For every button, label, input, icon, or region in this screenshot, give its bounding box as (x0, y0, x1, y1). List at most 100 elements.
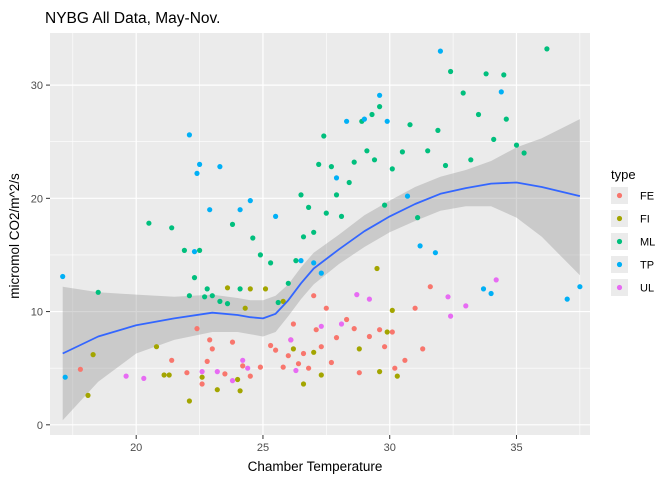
point-ml (351, 159, 357, 165)
point-fe (290, 321, 296, 327)
x-tick-label: 20 (130, 442, 142, 454)
point-ul (354, 292, 360, 298)
point-fe (311, 293, 317, 299)
point-ml (364, 148, 370, 154)
legend-key-fi (611, 210, 628, 227)
point-ul (214, 369, 220, 375)
point-fe (207, 337, 213, 343)
point-ml (448, 68, 454, 75)
legend-label-tp: TP (640, 260, 654, 272)
point-ul (293, 367, 299, 374)
point-ul (445, 294, 451, 300)
point-tp (564, 296, 570, 302)
point-tp (333, 175, 340, 181)
point-fe (306, 365, 312, 371)
point-ul (199, 369, 205, 375)
y-tick-label: 0 (37, 420, 43, 432)
legend-title: type (611, 167, 636, 182)
y-tick-label: 20 (31, 193, 43, 205)
point-fi (85, 392, 91, 398)
y-tick-label: 10 (31, 307, 43, 319)
point-fe (351, 326, 357, 332)
point-ul (338, 321, 345, 327)
point-ml (377, 104, 383, 110)
point-ml (501, 72, 507, 78)
point-fe (77, 366, 83, 372)
point-tp (577, 284, 583, 290)
point-fi (384, 329, 390, 335)
point-ml (197, 247, 203, 253)
x-axis-ticks: 20 25 30 35 (130, 435, 523, 454)
point-ul (318, 323, 324, 329)
point-ml (369, 111, 375, 118)
point-fi (290, 346, 296, 352)
point-fe (344, 316, 350, 323)
chart-title: NYBG All Data, May-Nov. (45, 10, 220, 27)
point-tp (207, 207, 213, 213)
point-fi (224, 285, 231, 291)
point-fi (356, 346, 362, 352)
point-ml (257, 252, 263, 258)
point-ml (415, 215, 421, 221)
point-fe (247, 373, 253, 379)
point-tp (298, 258, 304, 264)
point-ml (407, 122, 413, 128)
point-tp (344, 118, 350, 124)
point-fi (262, 286, 269, 292)
point-fe (323, 305, 329, 311)
point-ml (268, 260, 274, 266)
y-tick-label: 30 (31, 80, 43, 92)
point-fe (204, 358, 210, 364)
point-ul (229, 378, 236, 384)
point-tp (361, 116, 367, 122)
confidence-band (62, 119, 580, 421)
point-ml (202, 294, 208, 300)
point-tp (432, 250, 438, 256)
point-ul (141, 375, 147, 381)
point-tp (417, 243, 423, 249)
point-ml (399, 149, 405, 155)
point-fi (214, 387, 220, 393)
point-tp (480, 286, 487, 292)
x-tick-label: 30 (384, 442, 396, 454)
point-fe (169, 357, 175, 363)
point-ul (240, 357, 246, 363)
point-fi (311, 349, 317, 355)
point-tp (237, 207, 243, 213)
point-ml (293, 258, 299, 264)
legend-label-fe: FE (640, 191, 654, 203)
major-gridlines (50, 33, 590, 435)
legend: type FE FI ML TP UL (611, 167, 655, 296)
point-tp (377, 92, 383, 98)
point-fi (199, 374, 205, 380)
point-fe (427, 284, 433, 290)
point-ml (224, 301, 231, 307)
point-ml (146, 220, 152, 226)
point-fe (392, 365, 398, 371)
point-fe (382, 344, 388, 350)
point-ml (181, 247, 187, 253)
legend-key-tp (611, 256, 628, 273)
point-ul (288, 337, 294, 343)
point-tp (60, 273, 66, 280)
point-fi (242, 305, 248, 311)
point-fi (318, 372, 324, 378)
point-fe (222, 371, 228, 377)
x-tick-label: 25 (257, 442, 269, 454)
legend-label-fi: FI (640, 214, 650, 226)
point-ml (186, 293, 192, 299)
point-tp (217, 164, 223, 170)
point-fi (374, 265, 380, 272)
legend-key-ul (611, 279, 628, 296)
point-fe (209, 346, 215, 352)
point-fe (412, 305, 418, 311)
point-fi (166, 372, 172, 378)
point-ml (442, 162, 449, 169)
point-tp (488, 290, 494, 297)
point-ml (328, 164, 334, 170)
point-ul (463, 303, 469, 309)
point-ml (311, 229, 317, 235)
point-ml (169, 225, 175, 231)
point-fi (300, 381, 307, 387)
